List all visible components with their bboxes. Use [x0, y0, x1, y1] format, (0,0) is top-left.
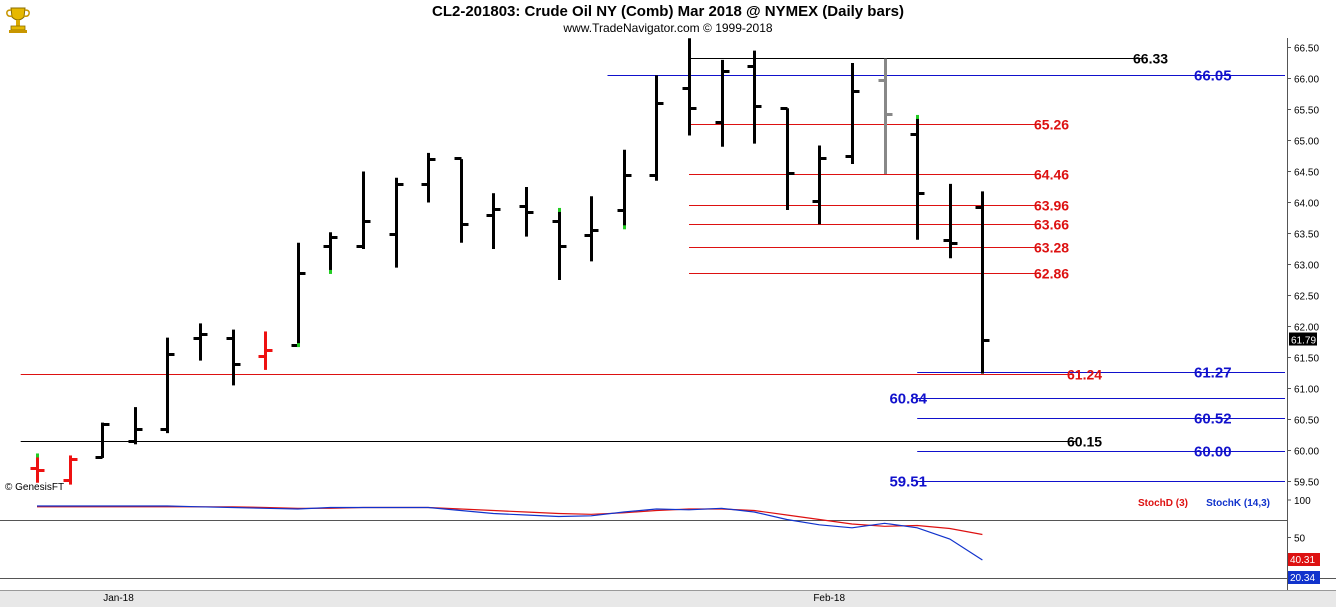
level-label: 60.00 — [1194, 444, 1232, 461]
level-label: 66.33 — [1133, 51, 1168, 67]
low-marker — [623, 225, 626, 230]
price-tick-label: 66.00 — [1294, 75, 1319, 86]
level-label: 63.66 — [1034, 217, 1069, 233]
chart-subtitle: www.TradeNavigator.com © 1999-2018 — [563, 21, 773, 35]
stoch-d-legend: StochD (3) — [1138, 498, 1188, 509]
level-label: 64.46 — [1034, 167, 1069, 183]
stoch-last-box — [1288, 553, 1320, 566]
chart-title: CL2-201803: Crude Oil NY (Comb) Mar 2018… — [432, 3, 904, 20]
last-price-label: 61.79 — [1291, 336, 1316, 347]
chart-header: CL2-201803: Crude Oil NY (Comb) Mar 2018… — [0, 0, 1336, 38]
level-label: 60.15 — [1067, 434, 1102, 450]
stoch-last-label: 40.31 — [1290, 555, 1315, 566]
low-marker — [329, 269, 332, 274]
level-label: 61.24 — [1067, 367, 1102, 383]
level-label: 62.86 — [1034, 266, 1069, 282]
level-label: 60.84 — [889, 391, 927, 408]
price-tick-label: 64.00 — [1294, 199, 1319, 210]
price-tick-label: 65.50 — [1294, 106, 1319, 117]
stoch-k-legend: StochK (14,3) — [1206, 498, 1270, 509]
price-tick-label: 62.50 — [1294, 292, 1319, 303]
stoch-series-line — [37, 505, 983, 561]
level-label: 59.51 — [889, 474, 927, 491]
high-marker — [916, 114, 919, 119]
level-label: 60.52 — [1194, 411, 1232, 428]
high-marker — [36, 453, 39, 458]
price-tick-label: 65.00 — [1294, 137, 1319, 148]
price-tick-label: 66.50 — [1294, 44, 1319, 55]
price-tick-label: 60.50 — [1294, 416, 1319, 427]
copyright-text: © GenesisFT — [5, 482, 65, 493]
date-tick-label: Feb-18 — [813, 593, 845, 604]
level-label: 61.27 — [1194, 365, 1232, 382]
price-tick-label: 59.50 — [1294, 478, 1319, 489]
stoch-last-label: 20.34 — [1290, 573, 1315, 584]
price-tick-label: 62.00 — [1294, 323, 1319, 334]
date-tick-label: Jan-18 — [103, 593, 134, 604]
level-label: 66.05 — [1194, 68, 1232, 85]
stoch-last-box — [1288, 571, 1320, 584]
high-marker — [558, 207, 561, 212]
price-tick-label: 63.50 — [1294, 230, 1319, 241]
level-label: 63.28 — [1034, 240, 1069, 256]
gold-trophy-icon — [6, 7, 30, 33]
level-label: 63.96 — [1034, 198, 1069, 214]
date-axis-band — [0, 590, 1336, 607]
last-price-box — [1289, 332, 1317, 346]
price-tick-label: 61.00 — [1294, 385, 1319, 396]
low-marker — [297, 343, 300, 348]
price-tick-label: 64.50 — [1294, 168, 1319, 179]
stoch-tick-label: 50 — [1294, 534, 1306, 545]
price-tick-label: 63.00 — [1294, 261, 1319, 272]
price-tick-label: 61.50 — [1294, 354, 1319, 365]
price-tick-label: 60.00 — [1294, 447, 1319, 458]
level-label: 65.26 — [1034, 117, 1069, 133]
stoch-tick-label: 100 — [1294, 496, 1311, 507]
